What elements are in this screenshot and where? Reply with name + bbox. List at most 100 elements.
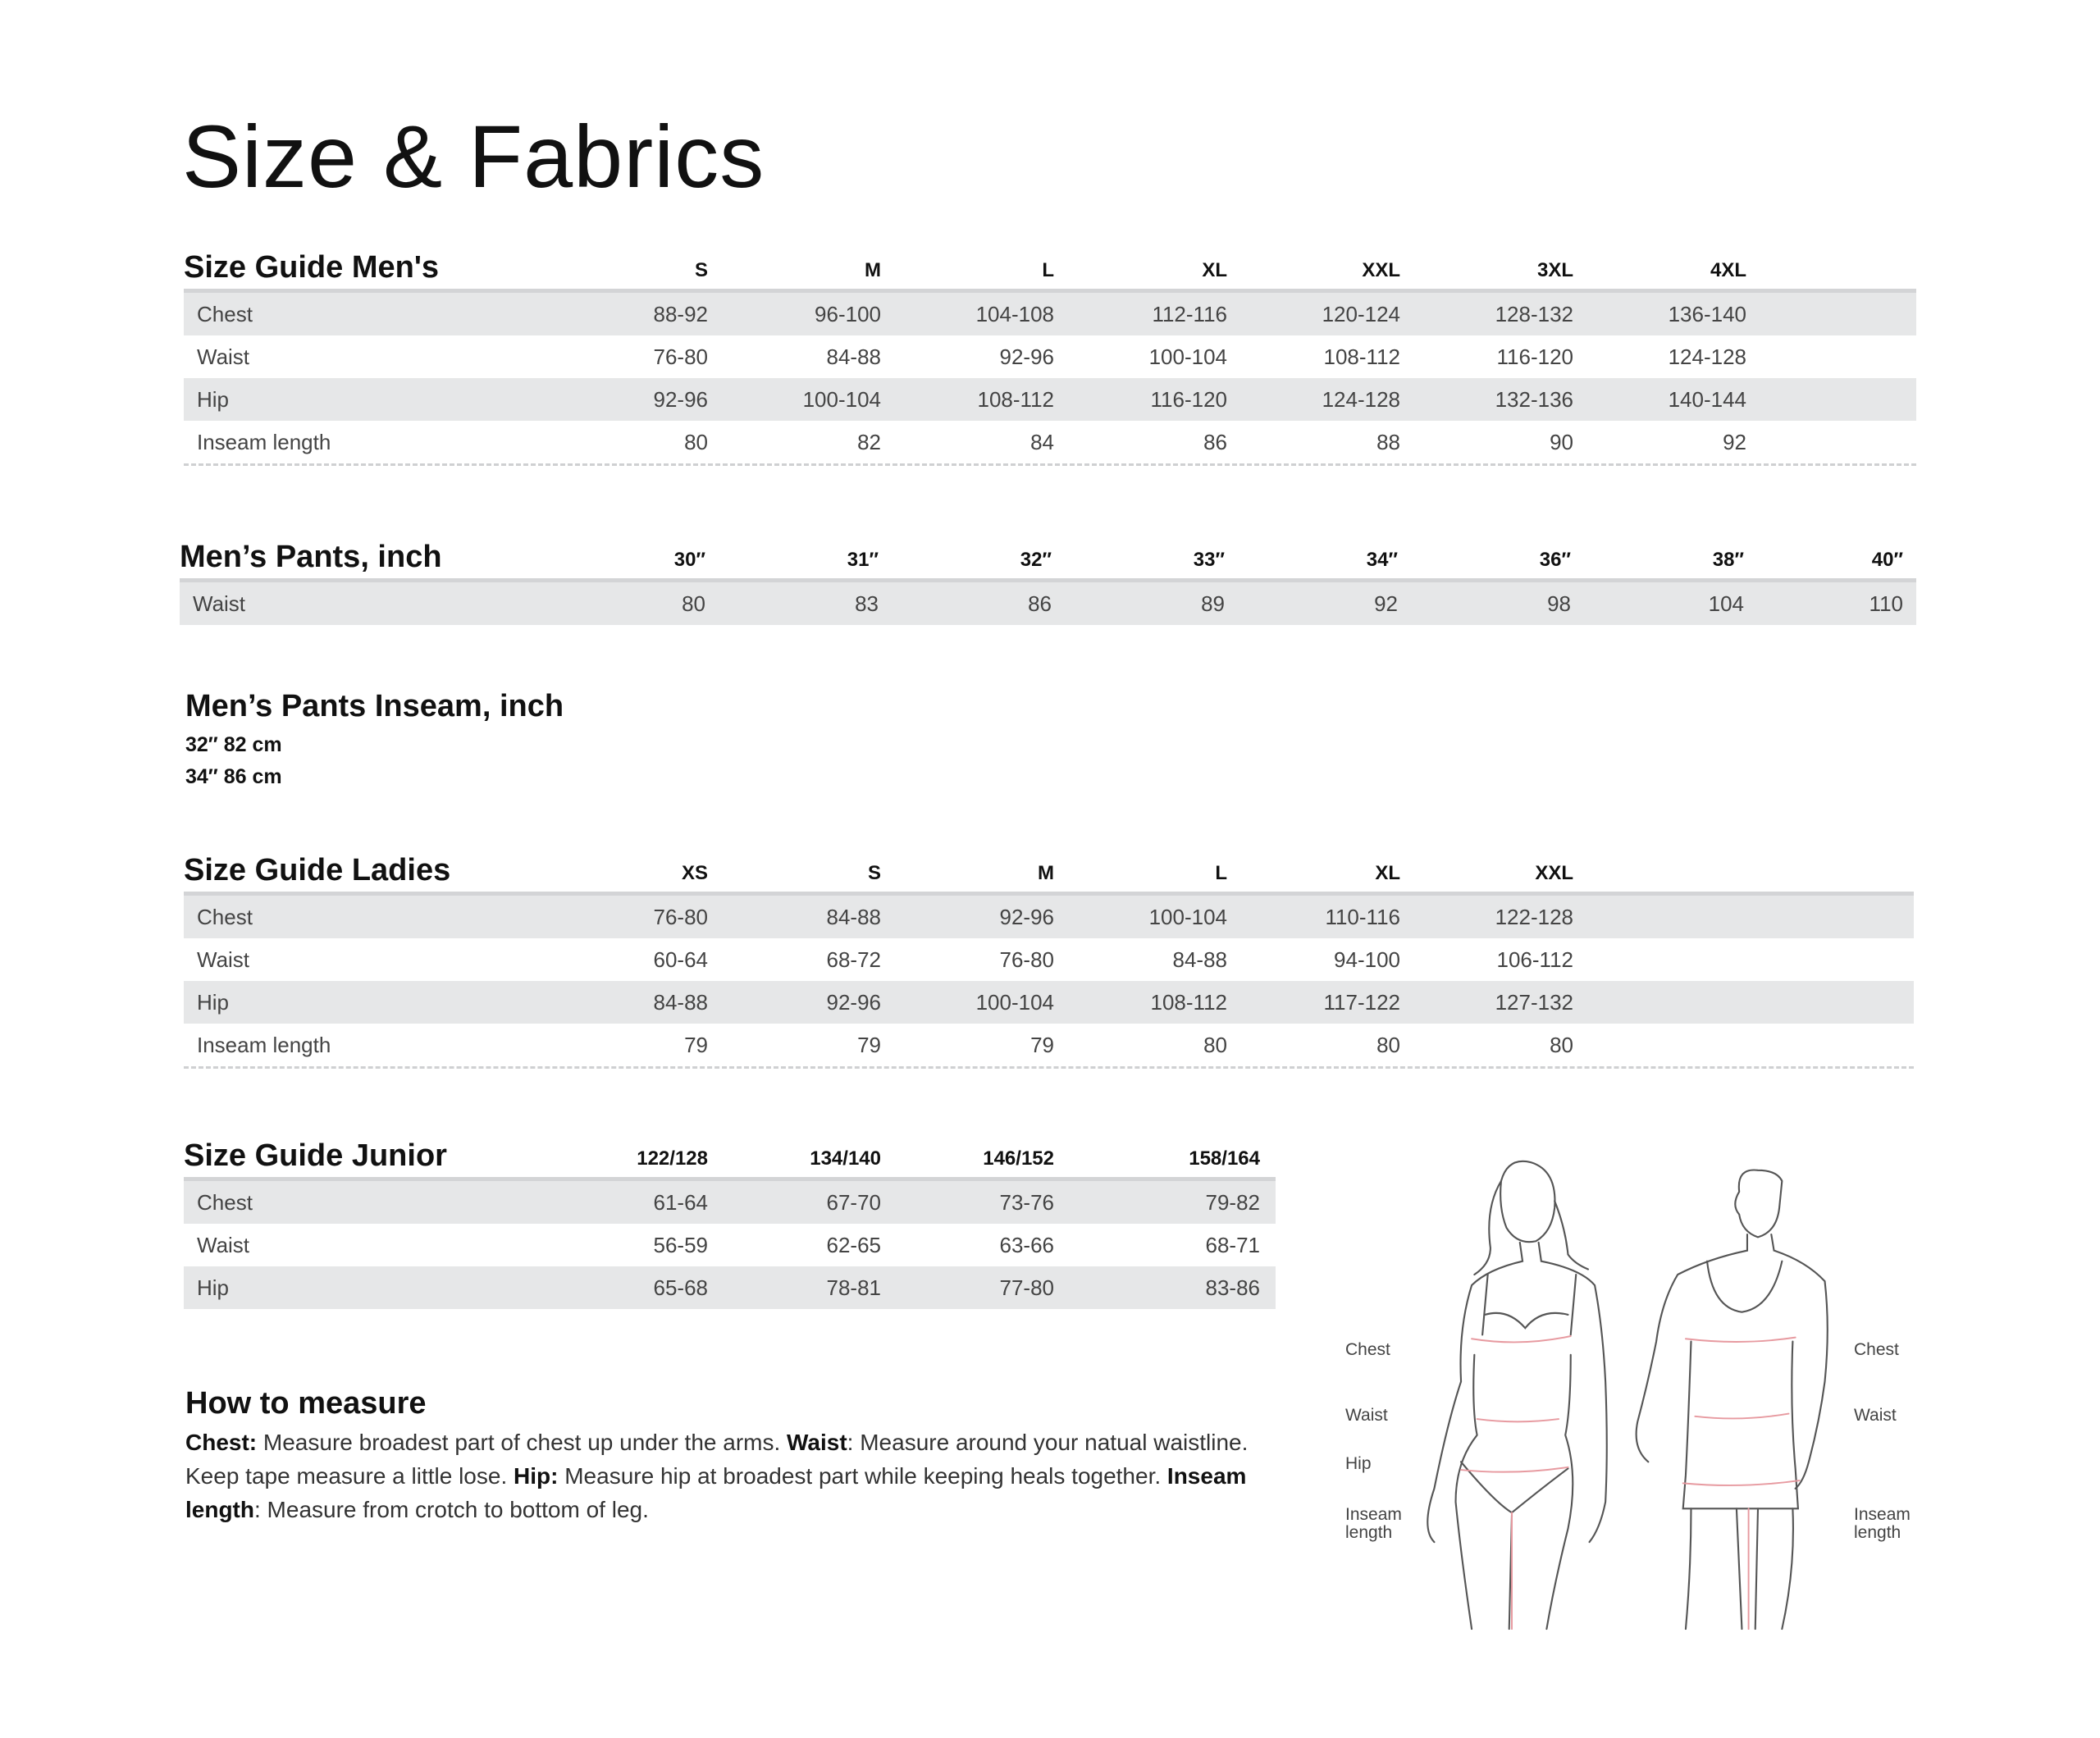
table-cell: 112-116 xyxy=(1152,301,1227,326)
column-header: 4XL xyxy=(1710,259,1746,281)
table-cell: 106-112 xyxy=(1496,947,1574,972)
row-label: Chest xyxy=(197,1189,253,1215)
figure-label-waist: Waist xyxy=(1345,1406,1388,1425)
how-to-measure-text: Chest: Measure broadest part of chest up… xyxy=(185,1426,1276,1526)
table-cell: 80 xyxy=(684,429,708,454)
pants-inseam-line: 34″ 86 cm xyxy=(185,765,282,788)
row-label: Inseam length xyxy=(197,1032,331,1057)
table-cell: 98 xyxy=(1547,591,1571,616)
figure-label-waist: Waist xyxy=(1854,1406,1897,1425)
column-header: XXL xyxy=(1362,259,1400,281)
table-row: Hip 65-68 78-81 77-80 83-86 xyxy=(184,1266,1276,1309)
table-cell: 84-88 xyxy=(826,904,882,929)
table-cell: 110-116 xyxy=(1325,904,1400,929)
table-cell: 84 xyxy=(1030,429,1054,454)
pants-inseam-line: 32″ 82 cm xyxy=(185,733,282,756)
column-header: 36″ xyxy=(1539,549,1571,571)
table-title: Size Guide Junior xyxy=(184,1138,447,1173)
column-header: XXL xyxy=(1535,862,1573,884)
table-cell: 78-81 xyxy=(826,1275,882,1300)
row-label: Hip xyxy=(197,386,230,412)
junior-size-table: Size Guide Junior 122/128 134/140 146/152 15… xyxy=(184,1134,1276,1309)
row-label: Hip xyxy=(197,1275,230,1300)
table-cell: 84-88 xyxy=(653,989,709,1015)
column-header: M xyxy=(865,259,881,281)
measure-description: Measure broadest part of chest up under … xyxy=(257,1430,788,1455)
table-row: Hip 92-96 100-104 108-112 116-120 124-128 132-… xyxy=(184,378,1916,421)
table-title: Size Guide Men's xyxy=(184,249,439,285)
column-header: L xyxy=(1042,259,1054,281)
column-header: S xyxy=(694,259,708,281)
table-row: Chest 88-92 96-100 104-108 112-116 120-124 128… xyxy=(184,293,1916,335)
column-header: 3XL xyxy=(1536,259,1573,281)
measurement-lines xyxy=(1460,1335,1801,1631)
table-cell: 108-112 xyxy=(1150,989,1228,1015)
row-label: Chest xyxy=(197,904,253,929)
table-cell: 117-122 xyxy=(1323,989,1401,1015)
column-header: 31″ xyxy=(847,549,879,571)
table-cell: 124-128 xyxy=(1668,344,1746,369)
column-header: S xyxy=(867,862,881,884)
table-cell: 65-68 xyxy=(653,1275,709,1300)
table-cell: 82 xyxy=(857,429,881,454)
table-cell: 90 xyxy=(1550,429,1573,454)
table-cell: 132-136 xyxy=(1495,386,1573,412)
table-cell: 79 xyxy=(1030,1032,1054,1057)
row-label: Waist xyxy=(193,591,246,616)
table-cell: 80 xyxy=(1550,1032,1573,1057)
column-header: XL xyxy=(1375,862,1400,884)
table-cell: 120-124 xyxy=(1322,301,1400,326)
column-header: L xyxy=(1215,862,1227,884)
table-cell: 86 xyxy=(1028,591,1052,616)
column-header: XL xyxy=(1202,259,1227,281)
figure-label-chest: Chest xyxy=(1345,1340,1390,1359)
measure-term: Waist xyxy=(787,1430,847,1455)
measure-description: Measure hip at broadest part while keepi… xyxy=(558,1463,1167,1489)
table-cell: 79-82 xyxy=(1205,1189,1261,1215)
table-cell: 76-80 xyxy=(653,344,709,369)
table-cell: 88-92 xyxy=(653,301,709,326)
table-cell: 76-80 xyxy=(653,904,709,929)
how-to-measure-heading: How to measure xyxy=(185,1386,427,1421)
column-header: 34″ xyxy=(1366,549,1398,571)
table-row: Waist 80 83 86 89 92 98 104 110 xyxy=(180,582,1916,625)
table-divider xyxy=(184,1066,1914,1069)
table-row: Chest 76-80 84-88 92-96 100-104 110-116 122-12… xyxy=(184,896,1914,938)
column-header: 32″ xyxy=(1020,549,1052,571)
table-cell: 136-140 xyxy=(1668,301,1746,326)
row-label: Waist xyxy=(197,344,250,369)
column-header: 158/164 xyxy=(1189,1147,1260,1170)
table-cell: 80 xyxy=(682,591,705,616)
measure-term: Hip: xyxy=(514,1463,559,1489)
table-cell: 73-76 xyxy=(999,1189,1055,1215)
table-cell: 140-144 xyxy=(1668,386,1746,412)
table-row: Chest 61-64 67-70 73-76 79-82 xyxy=(184,1181,1276,1224)
table-header: Men’s Pants, inch 30″ 31″ 32″ 33″ 34″ 36″ 38″ 40… xyxy=(180,536,1916,578)
row-label: Hip xyxy=(197,989,230,1015)
column-header: 134/140 xyxy=(810,1147,881,1170)
table-cell: 79 xyxy=(684,1032,708,1057)
table-title: Size Guide Ladies xyxy=(184,852,451,887)
table-cell: 127-132 xyxy=(1495,989,1573,1015)
table-cell: 100-104 xyxy=(1148,904,1227,929)
column-header: 38″ xyxy=(1712,549,1744,571)
table-cell: 124-128 xyxy=(1322,386,1400,412)
table-cell: 92 xyxy=(1374,591,1398,616)
table-cell: 92-96 xyxy=(653,386,709,412)
table-cell: 76-80 xyxy=(999,947,1055,972)
table-cell: 116-120 xyxy=(1150,386,1228,412)
table-cell: 77-80 xyxy=(999,1275,1055,1300)
column-header: 40″ xyxy=(1871,549,1903,571)
column-header: M xyxy=(1038,862,1054,884)
measure-term: Chest: xyxy=(185,1430,258,1455)
table-cell: 79 xyxy=(857,1032,881,1057)
figure-label-inseam: Inseam length xyxy=(1854,1505,1911,1542)
woman-figure xyxy=(1427,1160,1608,1631)
table-cell: 92-96 xyxy=(999,904,1055,929)
figure-label-hip: Hip xyxy=(1345,1454,1372,1473)
table-header: Size Guide Junior 122/128 134/140 146/152 15… xyxy=(184,1134,1276,1177)
mens-size-table: Size Guide Men's S M L XL XXL 3XL 4XL Chest 88-92… xyxy=(184,246,1916,466)
header-divider xyxy=(184,289,1916,293)
table-cell: 92-96 xyxy=(826,989,882,1015)
row-label: Chest xyxy=(197,301,253,326)
